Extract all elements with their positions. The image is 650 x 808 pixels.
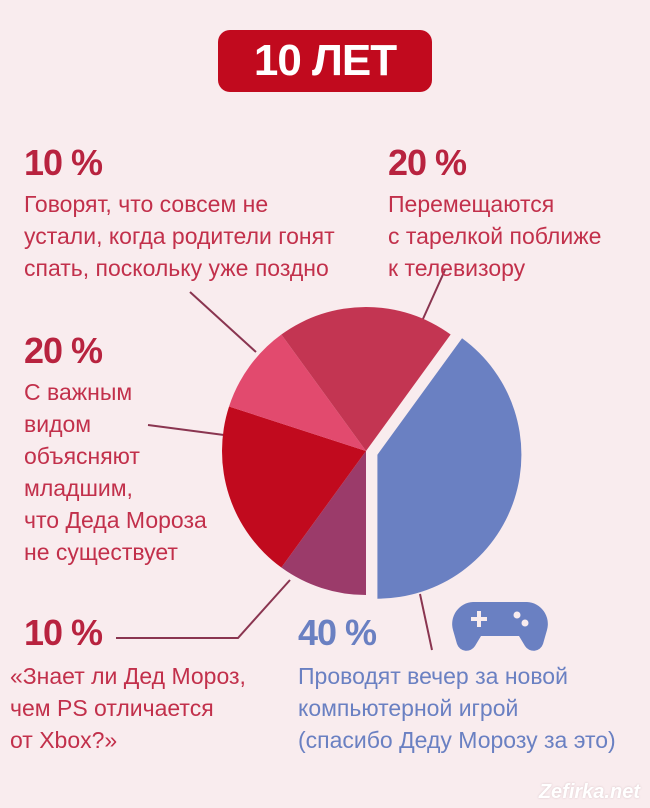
gamepad-icon: [452, 602, 548, 651]
desc-label-c: С важным видом объясняют младшим, что Де…: [24, 379, 207, 565]
pie-slice-4: [281, 306, 451, 451]
pct-label-c: 20 %: [24, 330, 103, 371]
desc-label-d: «Знает ли Дед Мороз, чем PS отличается о…: [10, 663, 246, 753]
leader-line-a: [189, 291, 257, 353]
pct-label-e: 40 %: [298, 612, 377, 653]
leader-line-d: [116, 579, 291, 639]
desc-label-e: Проводят вечер за новой компьютерной игр…: [298, 663, 616, 753]
pct-label-b: 20 %: [388, 142, 467, 183]
desc-label-b: Перемещаются с тарелкой поближе к телеви…: [388, 191, 602, 281]
pie-slice-0: [377, 338, 522, 599]
pie-slice-3: [229, 334, 366, 451]
title-badge: 10 ЛЕТ: [218, 30, 432, 92]
pie-slice-2: [221, 406, 366, 568]
leader-line-c: [147, 424, 225, 436]
leader-line-e: [419, 593, 433, 651]
watermark: Zefirka.net: [538, 781, 640, 803]
desc-label-a: Говорят, что совсем не устали, когда род…: [24, 191, 335, 281]
pie-slice-1: [281, 451, 366, 595]
pct-label-a: 10 %: [24, 142, 103, 183]
pct-label-d: 10 %: [24, 612, 103, 653]
